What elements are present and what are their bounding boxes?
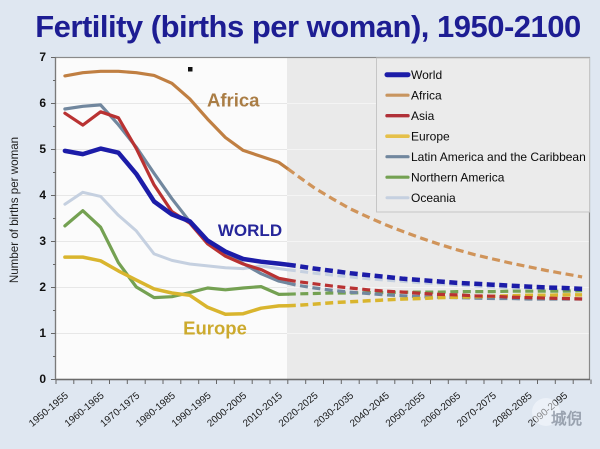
svg-text:城倪: 城倪 — [551, 409, 583, 428]
svg-text:4: 4 — [39, 188, 46, 202]
svg-text:Europe: Europe — [183, 318, 247, 339]
svg-text:Europe: Europe — [411, 129, 450, 143]
svg-text:7: 7 — [39, 50, 46, 64]
svg-text:Asia: Asia — [411, 109, 435, 123]
svg-text:World: World — [411, 68, 442, 82]
svg-text:Africa: Africa — [411, 88, 442, 102]
svg-text:3: 3 — [39, 234, 46, 248]
svg-text:0: 0 — [39, 372, 46, 386]
svg-text:6: 6 — [39, 96, 46, 110]
svg-text:Northern America: Northern America — [411, 170, 505, 184]
svg-text:2: 2 — [39, 280, 46, 294]
svg-text:Fertility (births per woman),: Fertility (births per woman), 1950-2100 — [35, 9, 581, 44]
svg-text:Latin America and the Caribbea: Latin America and the Caribbean — [411, 150, 586, 164]
svg-text:5: 5 — [39, 142, 46, 156]
svg-text:Africa: Africa — [207, 90, 260, 111]
svg-text:Number of births per woman: Number of births per woman — [8, 137, 21, 283]
svg-text:Oceania: Oceania — [411, 191, 456, 205]
svg-text:WORLD: WORLD — [218, 221, 282, 240]
svg-text:1: 1 — [39, 326, 46, 340]
